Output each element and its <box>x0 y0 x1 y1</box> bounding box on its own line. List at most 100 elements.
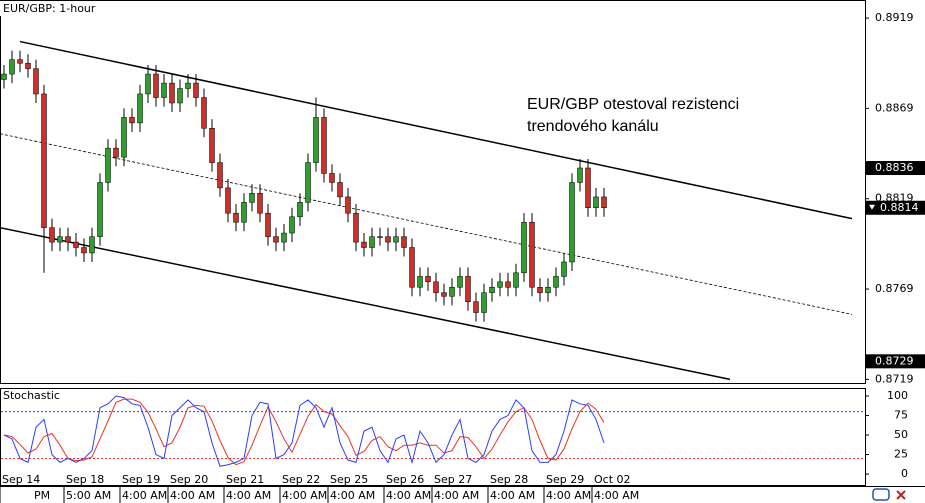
x-date-label: Sep 28 <box>490 473 528 486</box>
y-tick-label: 0.8769 <box>875 282 914 295</box>
x-date-label: Sep 19 <box>122 473 160 486</box>
annotation: EUR/GBP otestoval rezistenci <box>527 96 739 113</box>
candle-body <box>57 236 63 243</box>
x-time-label: 4:00 AM <box>330 489 375 502</box>
price-marker-box <box>866 354 925 369</box>
y-tick-label: 75 <box>894 409 908 422</box>
candle-body <box>321 117 327 174</box>
candle-body <box>585 167 591 209</box>
y-tick-label: 50 <box>894 428 908 441</box>
candle-body <box>273 236 279 243</box>
candle-body <box>289 216 295 234</box>
candle-body <box>497 281 503 288</box>
stochastic-title: Stochastic <box>3 389 60 402</box>
candle-body <box>209 128 215 163</box>
candle-body <box>33 68 39 95</box>
y-tick-label: 0.8719 <box>875 372 914 385</box>
last-price-arrow <box>869 204 875 210</box>
candle-body <box>449 287 455 297</box>
trendline <box>19 40 853 220</box>
x-date-label: Sep 26 <box>386 473 424 486</box>
candle-body <box>41 93 47 228</box>
candle-body <box>265 212 271 237</box>
price-marker-label: 0.8729 <box>875 354 914 367</box>
toolbar-icons[interactable] <box>872 488 906 501</box>
candle-body <box>169 82 175 104</box>
last-price-box <box>866 200 925 215</box>
candle-body <box>241 202 247 223</box>
trendlines <box>1 40 853 381</box>
candle-body <box>481 292 487 313</box>
candle-body <box>97 182 103 237</box>
candle-body <box>257 193 263 214</box>
candle-body <box>281 232 287 243</box>
x-time-label: PM <box>34 489 50 502</box>
x-date-label: Sep 21 <box>226 473 264 486</box>
stochastic-pane <box>0 388 866 486</box>
candle-body <box>577 167 583 183</box>
candle-body <box>25 62 31 69</box>
candle-body <box>561 261 567 277</box>
candle-body <box>9 59 15 75</box>
y-tick-label: 0 <box>901 467 908 480</box>
candle-body <box>217 162 223 189</box>
candle-body <box>529 221 535 288</box>
candle-body <box>81 247 87 254</box>
x-date-label: Sep 14 <box>2 473 40 486</box>
candle-body <box>137 93 143 124</box>
candle-body <box>409 247 415 288</box>
x-time-label: 5:00 AM <box>66 489 111 502</box>
candle-body <box>377 236 383 238</box>
x-date-label: Sep 27 <box>434 473 472 486</box>
candle-body <box>345 196 351 214</box>
candle-body <box>49 227 55 243</box>
candle-body <box>153 73 159 98</box>
candle-body <box>73 241 79 248</box>
candle-body <box>569 182 575 263</box>
candle-body <box>313 117 319 163</box>
marks: 0.89190.88690.88190.87690.87190.88360.87… <box>0 11 925 503</box>
close-icon[interactable] <box>896 490 906 500</box>
stochastic-line <box>3 395 605 467</box>
stochastic-title-box <box>1 389 57 403</box>
x-date-label: Sep 18 <box>66 473 104 486</box>
candle-body <box>521 221 527 274</box>
candle-body <box>537 287 543 293</box>
x-time-label: 4:00 AM <box>490 489 535 502</box>
x-date-label: Sep 29 <box>546 473 584 486</box>
candle-body <box>105 147 111 183</box>
candle-body <box>113 147 119 158</box>
candle-body <box>361 241 367 248</box>
candle-body <box>593 196 599 209</box>
y-tick-label: 25 <box>894 448 908 461</box>
candle-body <box>145 73 151 95</box>
price-pane <box>0 0 866 384</box>
link-icon[interactable] <box>872 488 890 501</box>
candle-body <box>417 276 423 288</box>
candle-body <box>393 236 399 243</box>
candle-body <box>465 276 471 302</box>
candle-body <box>201 97 207 129</box>
x-time-label: 4:00 AM <box>434 489 479 502</box>
candle-body <box>369 236 375 248</box>
last-price-label: 0.8814 <box>880 201 919 214</box>
candle-body <box>1 73 7 80</box>
candle-body <box>505 281 511 288</box>
candle-body <box>233 212 239 223</box>
candle-body <box>129 117 135 124</box>
candle-body <box>401 236 407 248</box>
candle-body <box>553 276 559 288</box>
stochastic-line <box>3 398 605 466</box>
x-date-label: Sep 22 <box>282 473 320 486</box>
candle-body <box>185 82 191 89</box>
x-time-label: 4:00 AM <box>226 489 271 502</box>
candle-body <box>457 276 463 288</box>
y-tick-label: 0.8919 <box>875 11 914 24</box>
x-time-label: 4:00 AM <box>594 489 639 502</box>
candle-body <box>441 292 447 297</box>
y-tick-label: 0.8869 <box>875 101 914 114</box>
candle-body <box>225 187 231 214</box>
candle-body <box>545 287 551 293</box>
candle-body <box>177 88 183 104</box>
